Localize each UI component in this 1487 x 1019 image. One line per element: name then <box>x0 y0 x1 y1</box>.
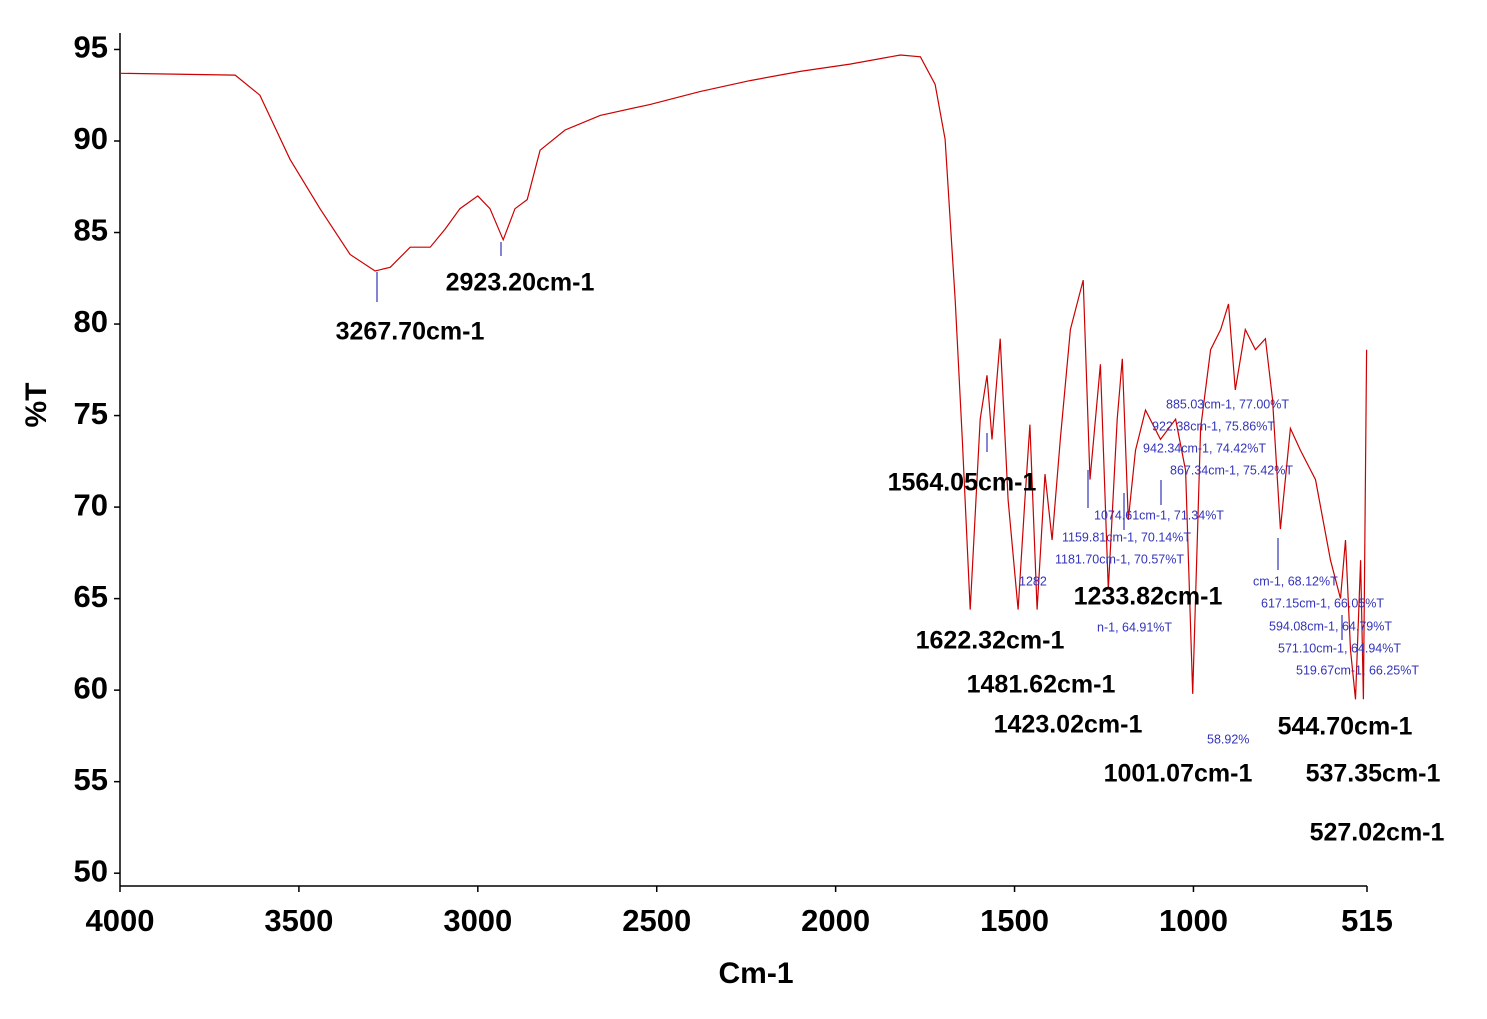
x-tick-label: 1000 <box>1159 903 1228 938</box>
point-label: 58.92% <box>1207 732 1249 746</box>
x-tick-label: 3500 <box>264 903 333 938</box>
point-label: n-1, 64.91%T <box>1097 620 1172 634</box>
y-axis-label: %T <box>20 383 53 428</box>
peak-markers <box>376 242 1343 640</box>
point-label: 594.08cm-1, 64.79%T <box>1269 619 1392 633</box>
x-axis-label: Cm-1 <box>718 957 793 990</box>
point-label: 1159.81cm-1, 70.14%T <box>1062 530 1191 544</box>
x-tick-label: 4000 <box>86 903 155 938</box>
point-label: 885.03cm-1, 77.00%T <box>1166 397 1289 411</box>
y-tick-label: 70 <box>74 487 108 522</box>
y-tick-label: 90 <box>74 121 108 156</box>
point-label: 571.10cm-1, 64.94%T <box>1278 641 1401 655</box>
peak-label: 2923.20cm-1 <box>446 269 595 297</box>
y-tick-label: 55 <box>74 762 108 797</box>
x-tick-label: 3000 <box>443 903 512 938</box>
peak-label: 1564.05cm-1 <box>888 469 1037 497</box>
point-label: 942.34cm-1, 74.42%T <box>1143 441 1266 455</box>
point-label: cm-1, 68.12%T <box>1253 574 1338 588</box>
point-label: 1282 <box>1019 574 1047 588</box>
point-label: 867.34cm-1, 75.42%T <box>1170 463 1293 477</box>
x-tick-label: 2000 <box>801 903 870 938</box>
peak-label: 1622.32cm-1 <box>916 627 1065 655</box>
y-tick-label: 60 <box>74 670 108 705</box>
peak-label: 1481.62cm-1 <box>967 671 1116 699</box>
spectrum-line <box>119 54 1368 700</box>
y-tick-label: 75 <box>74 396 108 431</box>
y-tick-label: 95 <box>74 30 108 65</box>
point-label: 1181.70cm-1, 70.57%T <box>1055 552 1184 566</box>
peak-label: 1423.02cm-1 <box>994 711 1143 739</box>
y-tick-label: 65 <box>74 579 108 614</box>
peak-label: 1233.82cm-1 <box>1074 583 1223 611</box>
peak-label: 3267.70cm-1 <box>336 318 485 346</box>
point-label: 922.38cm-1, 75.86%T <box>1152 419 1275 433</box>
y-tick-label: 85 <box>74 213 108 248</box>
peak-label: 537.35cm-1 <box>1306 760 1441 788</box>
point-label: 519.67cm-1, 66.25%T <box>1296 663 1419 677</box>
x-tick-label: 1500 <box>980 903 1049 938</box>
point-label: 1074.61cm-1, 71.34%T <box>1094 508 1224 522</box>
y-tick-label: 80 <box>74 304 108 339</box>
x-tick-label: 2500 <box>622 903 691 938</box>
peak-label: 1001.07cm-1 <box>1104 760 1253 788</box>
x-tick-label: 515 <box>1341 903 1393 938</box>
peak-label: 544.70cm-1 <box>1278 713 1413 741</box>
point-label: 617.15cm-1, 66.05%T <box>1261 596 1384 610</box>
y-tick-label: 50 <box>74 853 108 888</box>
peak-label: 527.02cm-1 <box>1310 819 1445 847</box>
